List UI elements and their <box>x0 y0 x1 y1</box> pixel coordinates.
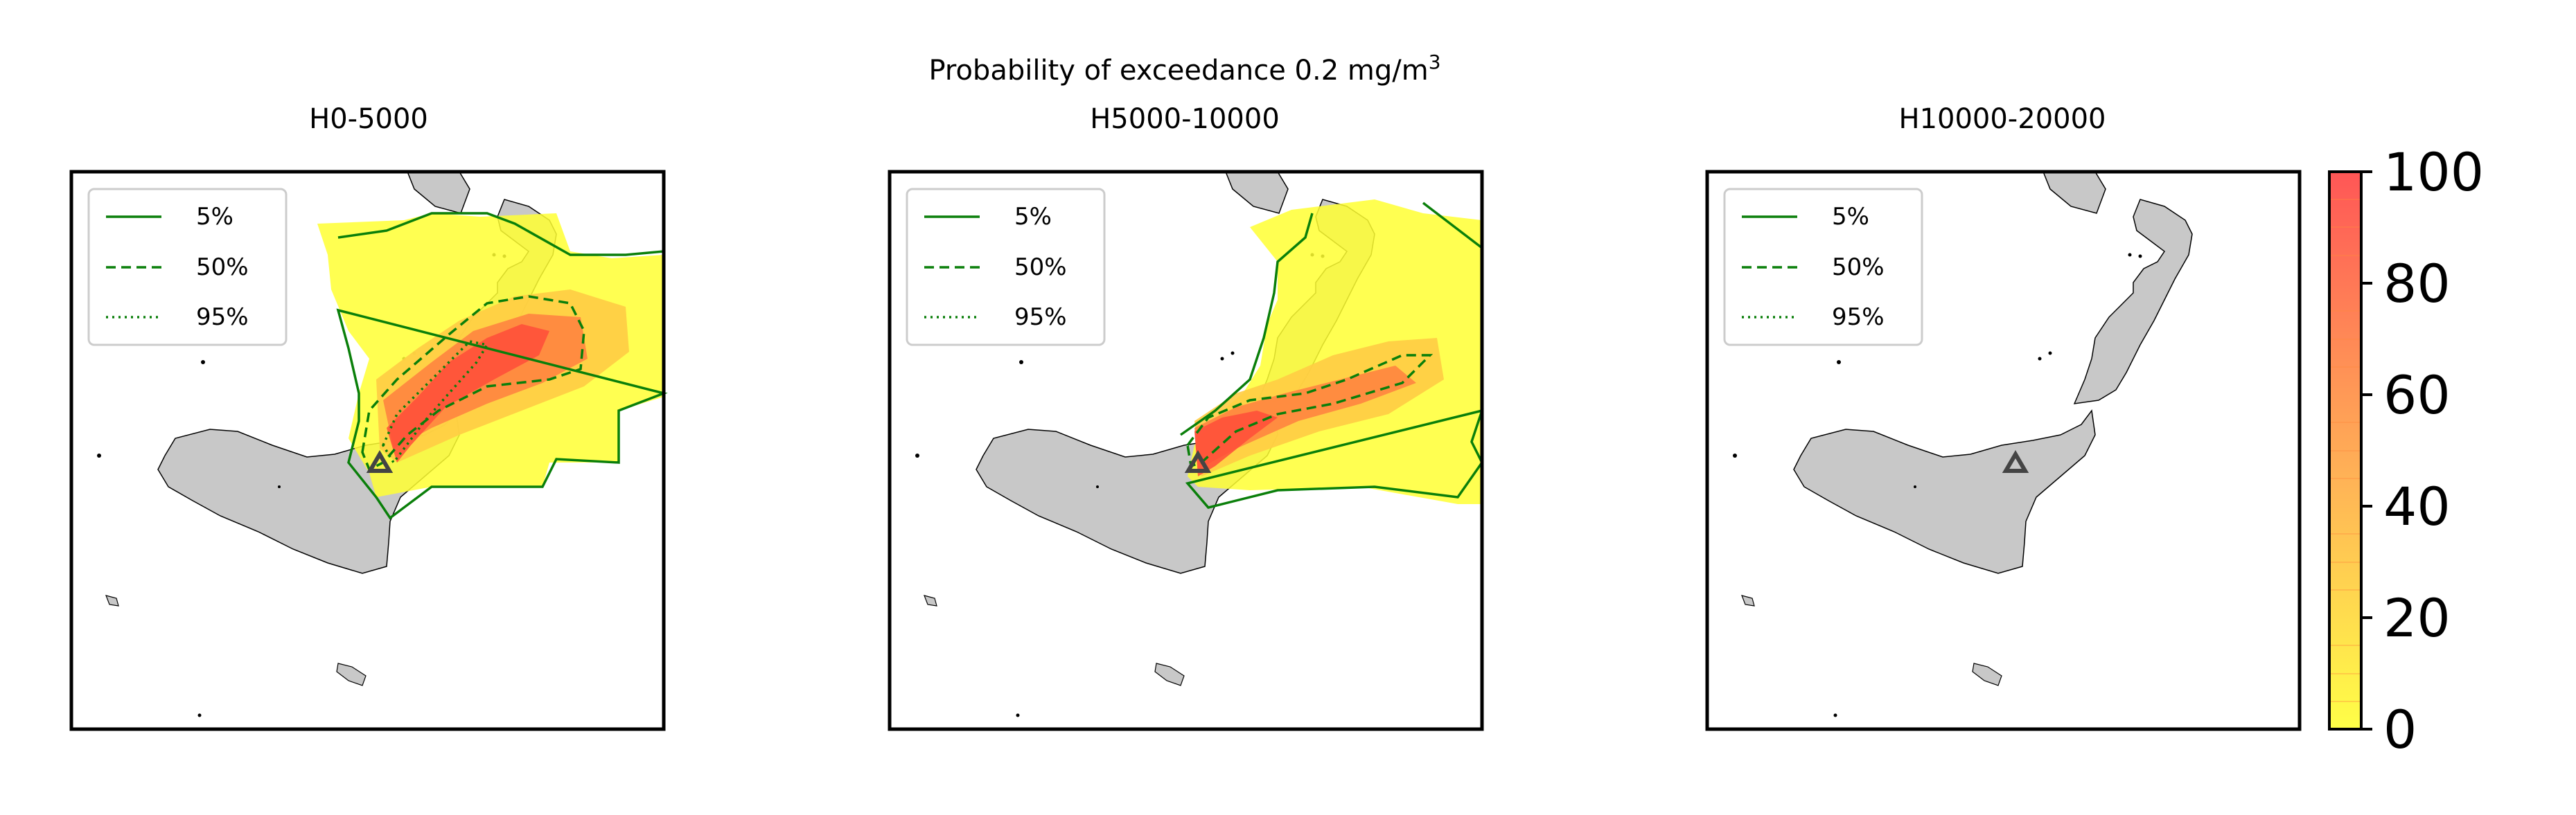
legend-label-95: 95% <box>1014 303 1067 331</box>
colorbar: 0 20 40 60 80 100 <box>2328 141 2484 760</box>
colorbar-tick-label: 100 <box>2383 141 2484 203</box>
map-panel-h0-5000: H0-5000 5% 50% 95% <box>69 103 666 731</box>
legend: 5% 50% 95% <box>87 188 288 346</box>
legend-label-5: 5% <box>1832 203 1869 231</box>
panel-title: H0-5000 <box>309 103 428 135</box>
colorbar-gradient <box>2329 172 2361 729</box>
colorbar-tick-label: 80 <box>2383 253 2451 314</box>
colorbar-tick-label: 60 <box>2383 364 2451 426</box>
legend-label-5: 5% <box>1014 203 1052 231</box>
panel-title: H10000-20000 <box>1898 103 2106 135</box>
colorbar-tick-label: 0 <box>2383 699 2417 760</box>
legend-label-95: 95% <box>1832 303 1885 331</box>
figure-title: Probability of exceedance 0.2 mg/m3 <box>928 51 1440 87</box>
legend-label-50: 50% <box>1014 253 1067 281</box>
colorbar-tick-label: 40 <box>2383 476 2451 537</box>
legend: 5% 50% 95% <box>906 188 1106 346</box>
legend-label-50: 50% <box>196 253 249 281</box>
legend-label-5: 5% <box>196 203 233 231</box>
map-panel-h5000-10000: H5000-10000 5% 50% 95% <box>888 103 1484 731</box>
colorbar-tick-label: 20 <box>2383 587 2451 649</box>
legend-label-50: 50% <box>1832 253 1885 281</box>
legend: 5% 50% 95% <box>1723 188 1923 346</box>
panel-title: H5000-10000 <box>1090 103 1280 135</box>
map-panel-h10000-20000: H10000-20000 5% 50% 95% <box>1705 103 2302 731</box>
legend-label-95: 95% <box>196 303 249 331</box>
